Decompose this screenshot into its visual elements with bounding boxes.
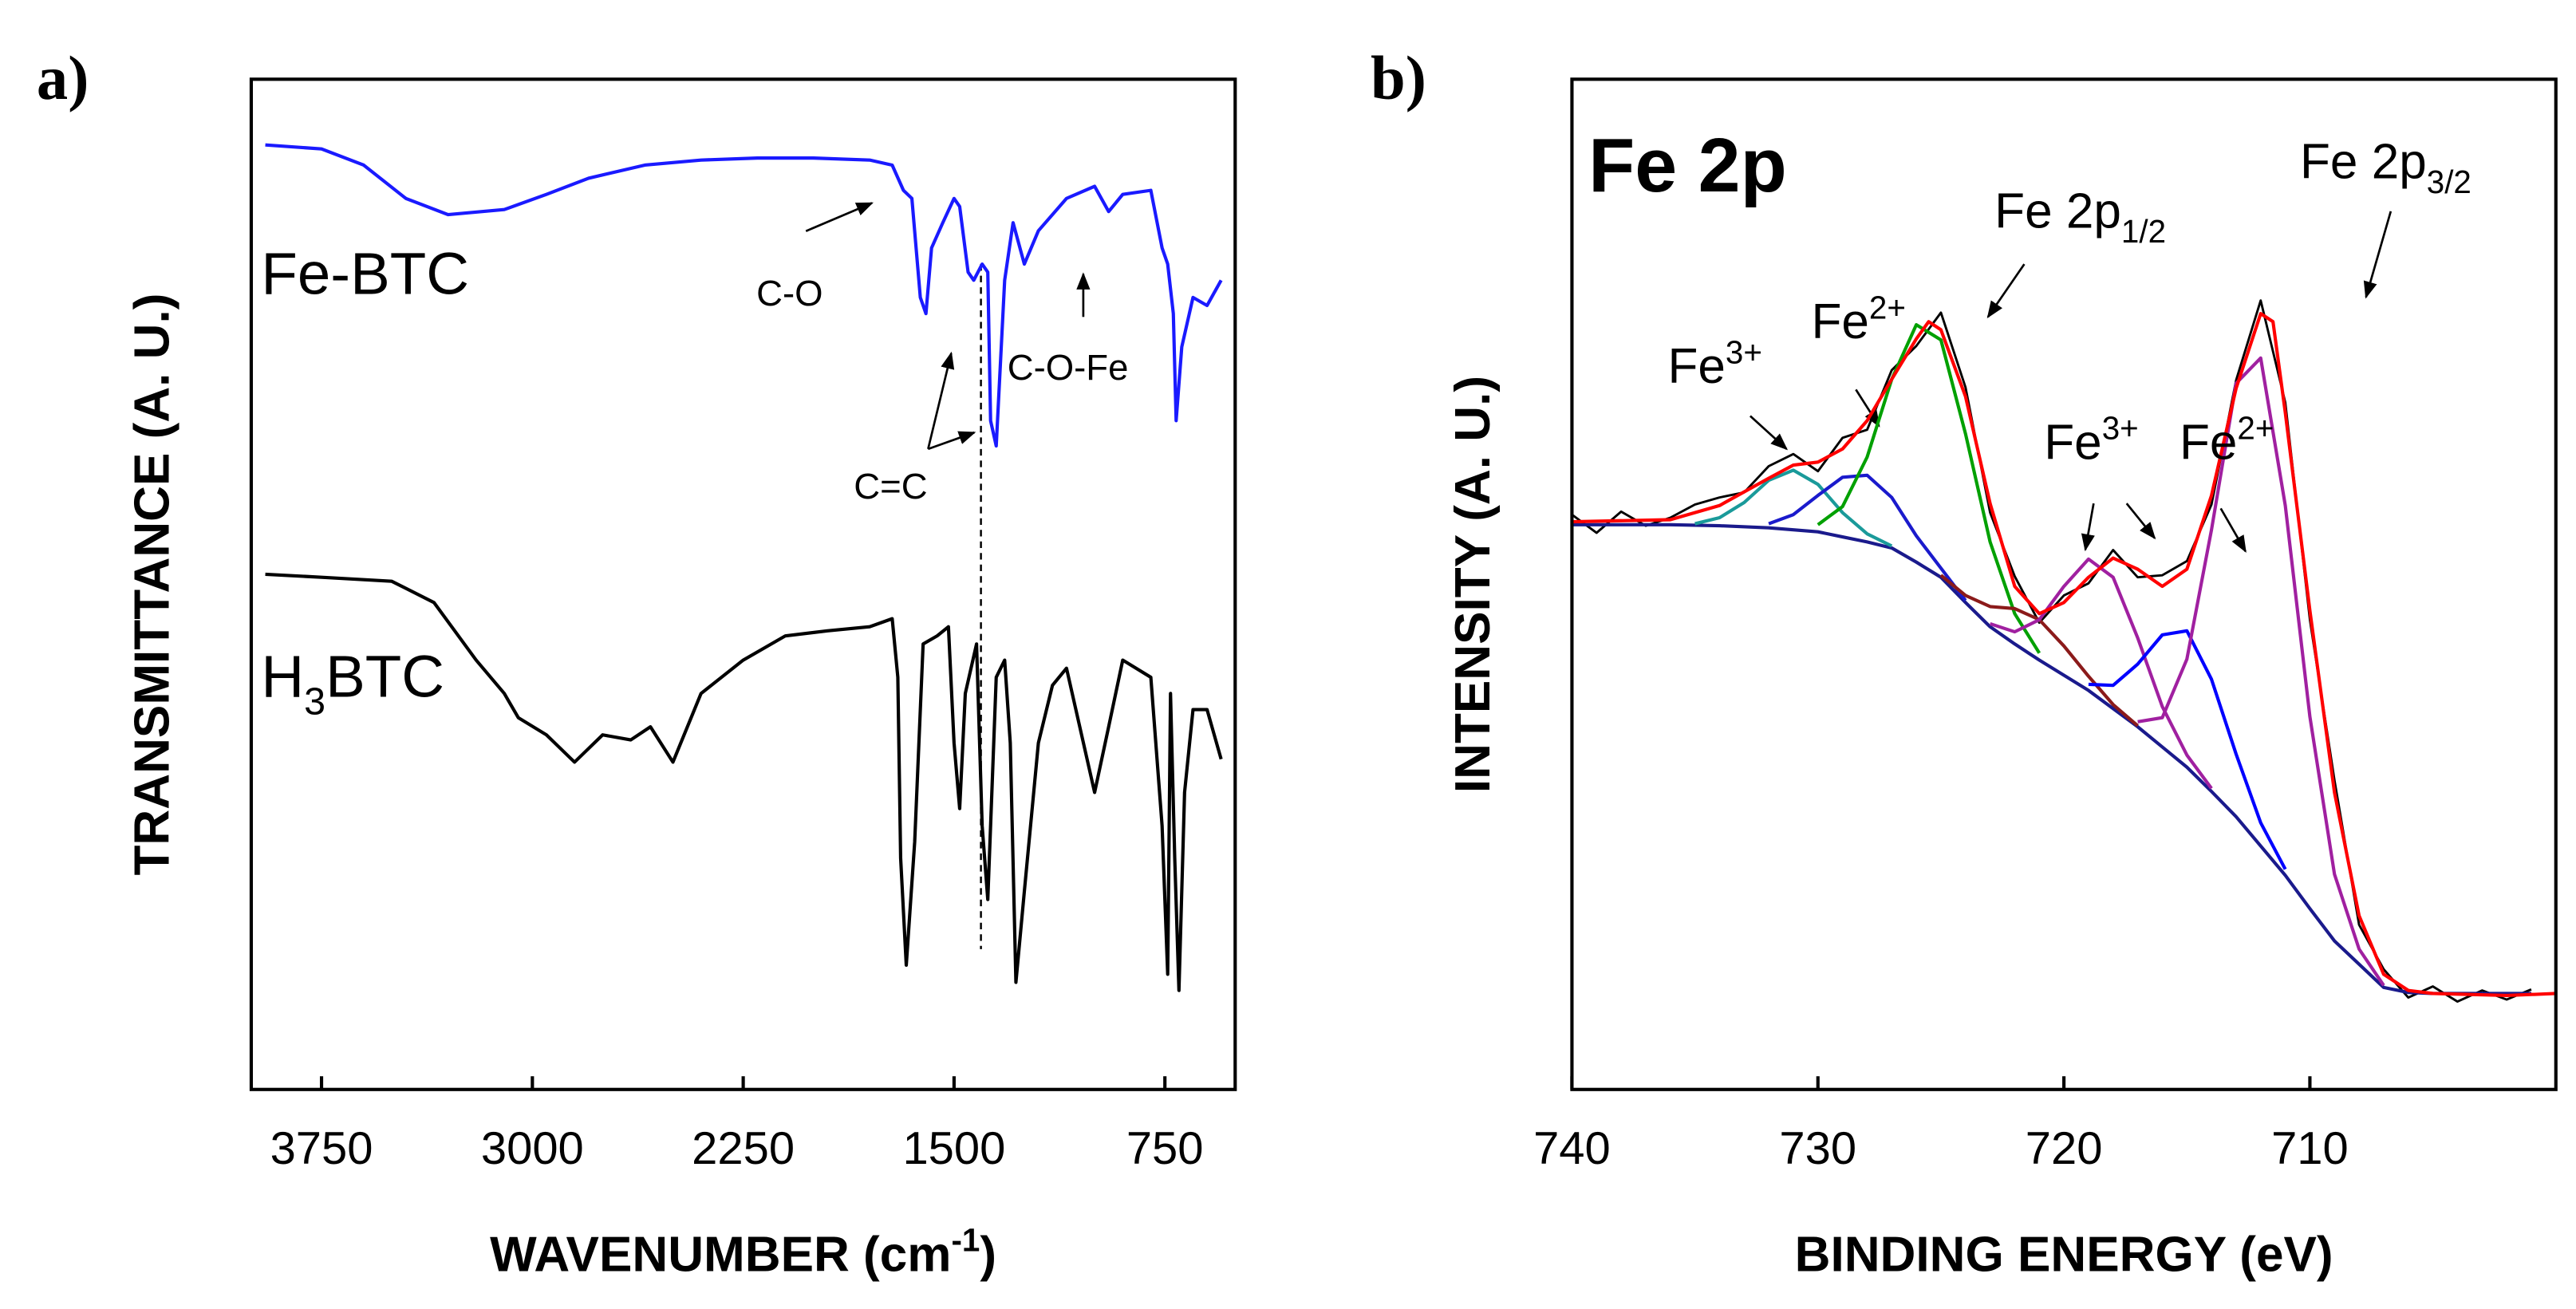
- annotation: Fe-BTC: [261, 240, 469, 306]
- x-tick-label: 1500: [902, 1123, 1005, 1174]
- series-line: [1572, 299, 2532, 1003]
- annotation-sub: 3/2: [2427, 164, 2471, 200]
- series-line: [2088, 629, 2287, 870]
- x-tick-label: 3750: [270, 1123, 373, 1174]
- annotation-sub: 1/2: [2121, 213, 2166, 250]
- annotation-base: Fe 2p: [1994, 184, 2121, 239]
- annotation: C=C: [854, 466, 927, 507]
- annotation: Fe 2p: [1588, 124, 1787, 208]
- annotation-sup: 3+: [1726, 333, 1762, 370]
- annotation-base: C-O-Fe: [1008, 347, 1129, 388]
- annotation-base: C-O: [756, 273, 823, 313]
- annotation-base: C=C: [854, 466, 927, 507]
- x-tick-label: 730: [1779, 1123, 1856, 1174]
- annotation: Fe3+: [1667, 333, 1761, 394]
- annotation: Fe3+: [2044, 409, 2138, 470]
- x-tick-label: 2250: [692, 1123, 795, 1174]
- x-axis-label: BINDING ENERGY (eV): [1795, 1227, 2333, 1282]
- x-tick-label: 740: [1533, 1123, 1611, 1174]
- annotation-base: Fe: [1667, 339, 1725, 394]
- annotation: Fe 2p1/2: [1994, 184, 2166, 250]
- plot-area: [265, 143, 1223, 992]
- x-axis-label-base: BINDING ENERGY (eV): [1795, 1227, 2333, 1282]
- series-line: [1817, 323, 2041, 654]
- series-line: [1768, 473, 1967, 602]
- series-line: [265, 572, 1223, 992]
- panel: a) 3750 3000 2250 1500 750 WAVENUMBER (cm-1) TR…: [37, 44, 1237, 1283]
- plot-area: [1572, 299, 2556, 1003]
- series-line: [1572, 522, 2531, 996]
- annotation-base: H: [261, 643, 304, 709]
- annotation: Fe2+: [1811, 289, 1905, 349]
- series-line: [1572, 312, 2556, 998]
- x-tick-label: 720: [2026, 1123, 2103, 1174]
- annotation: Fe 2p3/2: [2300, 134, 2471, 200]
- annotation-sup: 2+: [1869, 289, 1906, 325]
- annotation-sup: 2+: [2237, 409, 2274, 446]
- annotation: C-O-Fe: [1008, 347, 1129, 388]
- series-line: [1694, 468, 1893, 548]
- y-axis-label: INTENSITY (A. U.): [1446, 376, 1501, 793]
- panel-label: b): [1371, 44, 1426, 113]
- panel: b) 740 730 720 710 BINDING ENERGY (eV) INTENSI…: [1371, 44, 2558, 1282]
- annotation: H3BTC: [261, 643, 444, 723]
- annotation-base: Fe: [1811, 294, 1868, 349]
- annotation-base: Fe: [2180, 415, 2237, 470]
- x-axis-label-sup: -1: [951, 1222, 980, 1259]
- annotation-base: Fe 2p: [1588, 124, 1787, 208]
- x-axis-label-base: WAVENUMBER (cm: [490, 1227, 951, 1282]
- panel-label: a): [37, 44, 89, 113]
- annotation-base: Fe-BTC: [261, 240, 469, 306]
- annotation-tail: BTC: [325, 643, 444, 709]
- x-axis-label: WAVENUMBER (cm-1): [490, 1222, 996, 1283]
- series-line: [265, 143, 1223, 448]
- annotation-base: Fe 2p: [2300, 134, 2427, 189]
- annotation: Fe2+: [2180, 409, 2274, 470]
- x-axis-label-tail: ): [980, 1227, 996, 1282]
- annotation-sup: 3+: [2102, 409, 2139, 446]
- series-line: [2137, 356, 2385, 987]
- x-tick-label: 750: [1126, 1123, 1204, 1174]
- x-tick-label: 3000: [481, 1123, 584, 1174]
- annotation: C-O: [756, 273, 823, 313]
- annotation-sub: 3: [304, 680, 325, 723]
- x-tick-label: 710: [2271, 1123, 2349, 1174]
- arrows: [805, 202, 2393, 554]
- y-axis-label: TRANSMITTANCE (A. U.): [124, 294, 179, 876]
- annotation-base: Fe: [2044, 415, 2101, 470]
